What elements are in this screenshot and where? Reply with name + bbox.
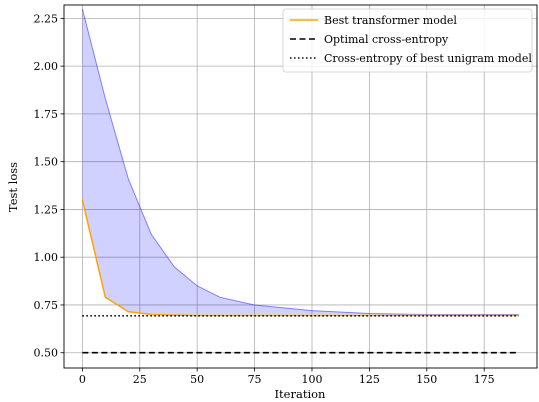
legend-label-2: Cross-entropy of best unigram model <box>324 52 532 65</box>
y-tick-label: 1.00 <box>34 251 59 264</box>
x-axis-label: Iteration <box>275 387 327 401</box>
loss-range-upper-edge <box>81 8 519 316</box>
x-tick-label: 125 <box>359 373 380 386</box>
loss-range-band <box>82 8 519 315</box>
legend-label-1: Optimal cross-entropy <box>324 33 449 46</box>
y-tick-label: 1.50 <box>34 156 59 169</box>
legend: Best transformer model Optimal cross-entr… <box>282 8 533 73</box>
y-tick-label: 1.75 <box>34 108 59 121</box>
y-axis-ticks: 0.50 0.75 1.00 1.25 1.50 1.75 2.00 2.25 <box>34 12 64 360</box>
plot-frame <box>63 4 538 369</box>
x-tick-label: 100 <box>301 373 322 386</box>
y-tick-label: 0.75 <box>34 299 59 312</box>
legend-label-0: Best transformer model <box>324 14 457 27</box>
y-tick-label: 2.25 <box>34 12 59 25</box>
y-tick-label: 1.25 <box>34 203 59 216</box>
y-tick-label: 0.50 <box>34 347 59 360</box>
x-tick-label: 175 <box>474 373 495 386</box>
legend-box <box>282 8 533 73</box>
series-line-0 <box>81 199 519 317</box>
x-tick-label: 25 <box>133 373 147 386</box>
y-tick-label: 2.00 <box>34 60 59 73</box>
band-layer <box>81 8 519 316</box>
series-layer <box>81 199 519 354</box>
x-tick-label: 0 <box>79 373 86 386</box>
x-tick-label: 50 <box>190 373 204 386</box>
x-tick-label: 150 <box>416 373 437 386</box>
y-axis-label: Test loss <box>6 162 20 212</box>
x-tick-label: 75 <box>248 373 262 386</box>
x-axis-ticks: 0 25 50 75 100 125 150 175 <box>79 368 495 386</box>
